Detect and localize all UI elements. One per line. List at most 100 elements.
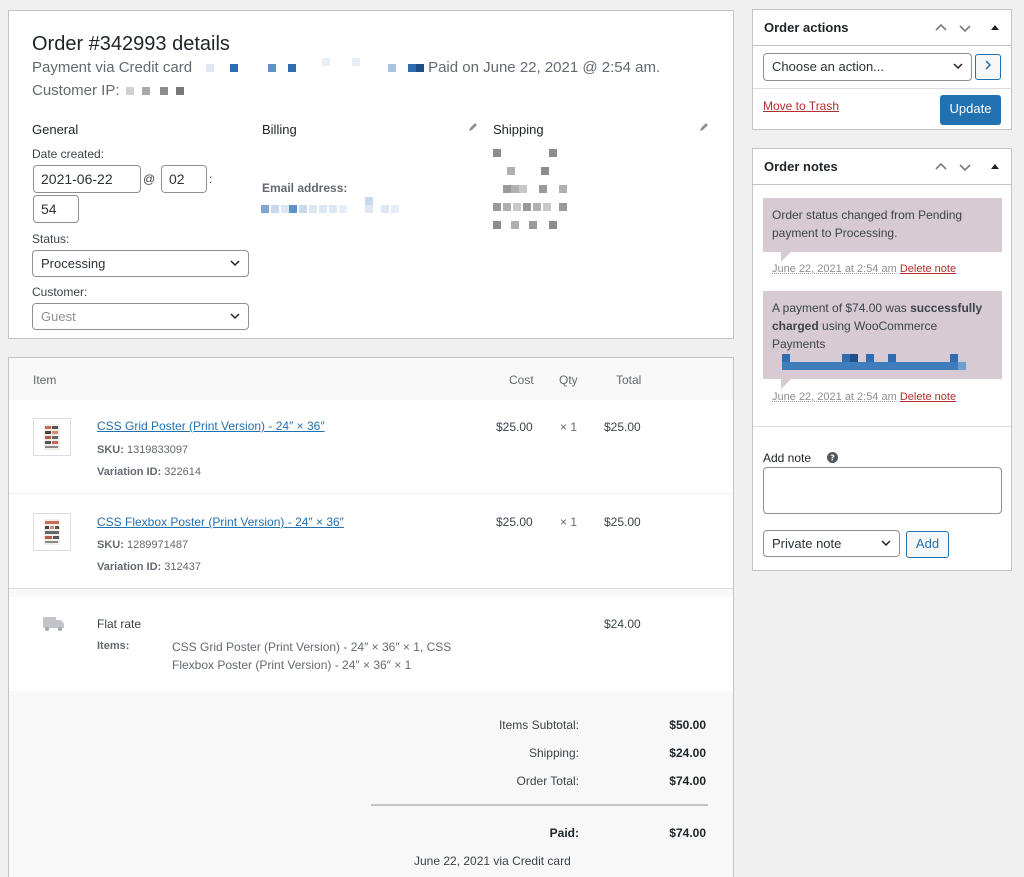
update-button[interactable]: Update: [940, 95, 1001, 125]
apply-action-button[interactable]: [975, 54, 1001, 80]
sku-label: SKU:: [97, 444, 124, 456]
truck-icon: [43, 617, 64, 631]
note-type-value: Private note: [772, 536, 842, 551]
shipping-method: Flat rate: [97, 617, 142, 631]
status-value: Processing: [41, 256, 106, 271]
sku-value: 1289971487: [126, 539, 189, 551]
add-note-button[interactable]: Add: [906, 531, 949, 558]
chevron-down-icon[interactable]: [959, 22, 971, 34]
order-totals: Items Subtotal: $50.00 Shipping: $24.00 …: [9, 691, 733, 877]
add-note-label: Add note: [763, 451, 812, 465]
collapse-toggle-icon[interactable]: [989, 22, 1001, 34]
note-text-suffix: using WooCommerce Payments: [772, 319, 938, 351]
time-colon: :: [209, 172, 213, 186]
paid-via: June 22, 2021 via Credit card: [414, 854, 571, 868]
sku-line: SKU: 1319833097: [97, 444, 188, 456]
item-cost: $25.00: [496, 420, 533, 434]
product-thumbnail[interactable]: [33, 513, 71, 551]
page-title: Order #342993 details: [32, 33, 230, 55]
paid-on-text: Paid on June 22, 2021 @ 2:54 am.: [428, 59, 661, 76]
order-items-panel: Item Cost Qty Total CSS Grid Poster (Pri…: [8, 357, 734, 877]
row-divider: [9, 493, 733, 494]
product-link[interactable]: CSS Grid Poster (Print Version) - 24″ × …: [97, 419, 325, 433]
panel-header-divider: [753, 184, 1011, 185]
sku-label: SKU:: [97, 539, 124, 551]
item-qty: × 1: [560, 515, 578, 529]
product-link[interactable]: CSS Flexbox Poster (Print Version) - 24″…: [97, 515, 344, 529]
redacted-transaction-id: [192, 58, 428, 74]
chevron-up-icon[interactable]: [935, 22, 947, 34]
paid-value: $74.00: [669, 826, 706, 840]
chevron-down-icon[interactable]: [959, 161, 971, 173]
status-select[interactable]: Processing: [32, 250, 249, 277]
hour-input[interactable]: 02: [161, 165, 207, 193]
order-note: Order status changed from Pending paymen…: [763, 198, 1002, 262]
totals-divider: [371, 804, 708, 806]
items-subtotal-value: $50.00: [669, 718, 706, 732]
order-actions-panel: Order actions Choose an action... Move t…: [752, 9, 1012, 130]
note-text-bold: successfully charged: [772, 301, 983, 333]
variation-value: 312437: [164, 561, 201, 573]
pencil-icon[interactable]: [699, 122, 709, 132]
order-note: A payment of $74.00 was successfully cha…: [763, 291, 1002, 389]
order-total-label: Order Total:: [516, 774, 579, 788]
date-created-label: Date created:: [32, 147, 105, 161]
poster-image: [44, 424, 60, 450]
customer-ip-label: Customer IP:: [32, 82, 120, 99]
variation-value: 322614: [164, 466, 201, 478]
help-icon[interactable]: ?: [827, 452, 838, 463]
shipping-total-label: Shipping:: [528, 746, 579, 760]
payment-method-text: Payment via Credit card: [32, 59, 193, 76]
redacted-shipping-address: [493, 149, 583, 239]
header-cost: Cost: [509, 373, 534, 387]
general-heading: General: [32, 122, 79, 137]
note-text: Order status changed from Pending paymen…: [772, 208, 963, 240]
variation-line: Variation ID: 322614: [97, 466, 201, 478]
note-type-select[interactable]: Private note: [763, 530, 900, 557]
header-item: Item: [33, 373, 57, 387]
shipping-items-label: Items:: [97, 640, 130, 652]
customer-value: Guest: [41, 309, 76, 324]
order-total-value: $74.00: [669, 774, 706, 788]
delete-note-link[interactable]: Delete note: [899, 263, 957, 275]
date-input[interactable]: 2021-06-22: [33, 165, 141, 193]
pencil-icon[interactable]: [468, 122, 478, 132]
product-thumbnail[interactable]: [33, 418, 71, 456]
chevron-right-icon: [985, 60, 992, 70]
add-note-textarea[interactable]: [763, 467, 1002, 514]
variation-label: Variation ID:: [97, 466, 162, 478]
move-to-trash-link[interactable]: Move to Trash: [763, 99, 840, 113]
svg-text:?: ?: [830, 454, 835, 463]
item-total: $25.00: [604, 420, 641, 434]
action-select[interactable]: Choose an action...: [763, 53, 972, 81]
section-gap: [9, 589, 733, 597]
shipping-items-line1: CSS Grid Poster (Print Version) - 24″ × …: [172, 640, 452, 654]
action-select-value: Choose an action...: [772, 59, 885, 74]
collapse-toggle-icon[interactable]: [989, 161, 1001, 173]
customer-ip: Customer IP:: [32, 82, 194, 99]
items-table-header: Item Cost Qty Total: [9, 358, 733, 400]
header-qty: Qty: [559, 373, 578, 387]
note-date: June 22, 2021 at 2:54 am: [772, 263, 897, 275]
panel-divider: [753, 426, 1011, 427]
item-total: $25.00: [604, 515, 641, 529]
item-cost: $25.00: [496, 515, 533, 529]
payment-info: Payment via Credit card Paid on June 22,…: [32, 58, 661, 76]
panel-divider: [753, 88, 1011, 89]
shipping-total-value: $24.00: [669, 746, 706, 760]
row-divider: [9, 588, 733, 589]
redacted-ip: [124, 86, 194, 96]
chevron-up-icon[interactable]: [935, 161, 947, 173]
order-actions-title: Order actions: [764, 20, 849, 35]
chevron-down-icon: [230, 313, 240, 320]
customer-select[interactable]: Guest: [32, 303, 249, 330]
note-meta: June 22, 2021 at 2:54 am Delete note: [772, 391, 956, 403]
chevron-down-icon: [230, 260, 240, 267]
chevron-down-icon: [953, 63, 963, 70]
minute-input[interactable]: 54: [33, 195, 79, 223]
redacted-email: [261, 197, 411, 217]
note-date: June 22, 2021 at 2:54 am: [772, 391, 897, 403]
customer-label: Customer:: [32, 285, 88, 299]
poster-image: [44, 519, 60, 545]
delete-note-link[interactable]: Delete note: [899, 391, 957, 403]
